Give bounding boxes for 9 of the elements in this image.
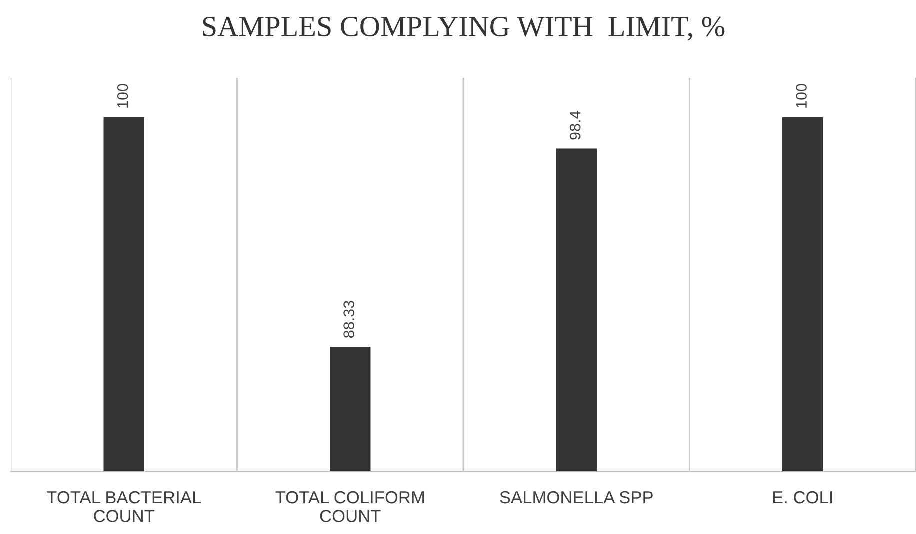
data-label: 100 [796,84,807,108]
chart-title: SAMPLES COMPLYING WITH LIMIT, % [203,16,725,41]
data-label: 100 [117,84,128,108]
data-label: 88.33 [344,301,354,338]
x-tick-label: TOTAL COLIFORM COUNT [276,491,424,522]
data-label: 98.4 [570,111,581,140]
x-tick-label: TOTAL BACTERIAL COUNT [47,491,202,522]
x-tick-label: SALMONELLA SPP [500,491,653,504]
x-tick-label: E. COLI [773,491,832,504]
